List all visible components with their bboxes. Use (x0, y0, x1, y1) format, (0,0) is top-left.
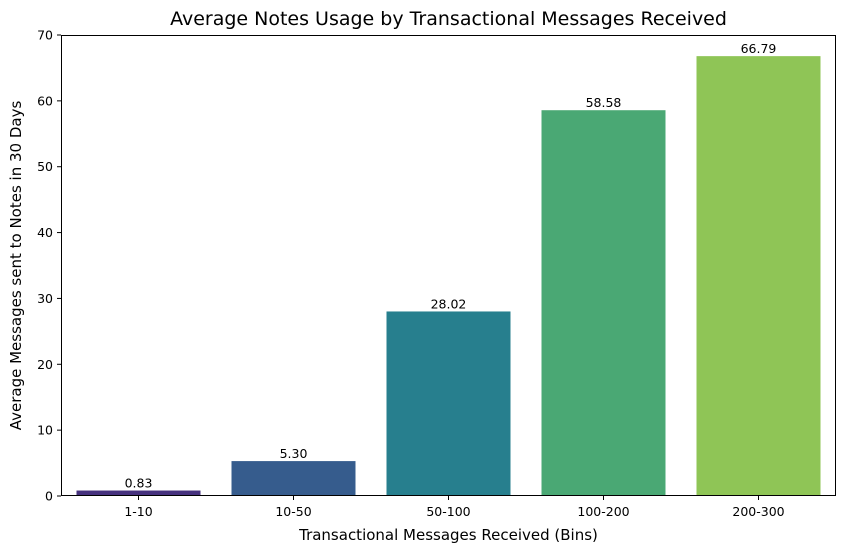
data-label-100-200: 58.58 (586, 95, 622, 110)
data-labels: 0.83 5.30 28.02 58.58 66.79 (125, 41, 777, 490)
data-label-50-100: 28.02 (431, 296, 467, 311)
x-tick-label-1-10: 1-10 (124, 504, 152, 519)
bar-100-200 (541, 110, 666, 496)
y-tick-label-70: 70 (37, 28, 53, 43)
bar-50-100 (386, 311, 511, 496)
data-label-10-50: 5.30 (280, 446, 308, 461)
bar-10-50 (231, 461, 356, 496)
y-axis-ticks: 0 10 20 30 40 50 60 70 (37, 28, 61, 504)
y-axis-label: Average Messages sent to Notes in 30 Day… (7, 101, 25, 431)
y-tick-label-20: 20 (37, 357, 53, 372)
data-label-1-10: 0.83 (125, 476, 153, 491)
plot-frame (61, 35, 836, 496)
x-axis-label: Transactional Messages Received (Bins) (298, 526, 598, 544)
x-tick-label-50-100: 50-100 (426, 504, 470, 519)
x-axis-ticks: 1-10 10-50 50-100 100-200 200-300 (124, 496, 785, 519)
chart-title: Average Notes Usage by Transactional Mes… (170, 8, 727, 30)
y-tick-label-60: 60 (37, 93, 53, 108)
y-tick-label-40: 40 (37, 225, 53, 240)
bar-200-300 (696, 56, 821, 497)
data-label-200-300: 66.79 (741, 41, 777, 56)
bar-1-10 (76, 490, 201, 496)
y-tick-label-10: 10 (37, 423, 53, 438)
y-tick-label-0: 0 (45, 489, 53, 504)
x-tick-label-100-200: 100-200 (577, 504, 629, 519)
x-tick-label-10-50: 10-50 (275, 504, 311, 519)
y-tick-label-50: 50 (37, 159, 53, 174)
x-tick-label-200-300: 200-300 (732, 504, 784, 519)
y-tick-label-30: 30 (37, 291, 53, 306)
bars-layer (76, 56, 821, 497)
